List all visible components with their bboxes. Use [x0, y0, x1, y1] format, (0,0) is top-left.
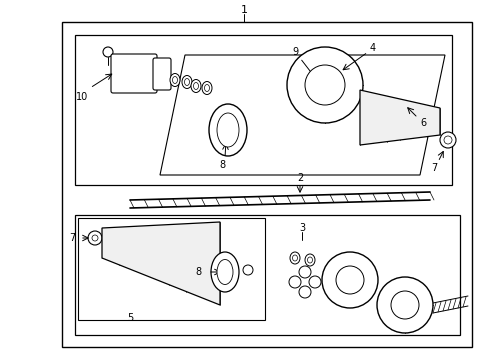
Circle shape — [308, 276, 320, 288]
Circle shape — [92, 235, 98, 241]
Circle shape — [103, 47, 113, 57]
Ellipse shape — [305, 254, 314, 266]
Text: 8: 8 — [195, 267, 201, 277]
Ellipse shape — [292, 255, 297, 261]
Circle shape — [286, 47, 362, 123]
FancyBboxPatch shape — [111, 54, 157, 93]
Ellipse shape — [182, 76, 192, 89]
Text: 6: 6 — [419, 118, 425, 128]
Ellipse shape — [307, 257, 312, 263]
Text: 1: 1 — [240, 5, 247, 15]
Polygon shape — [359, 90, 439, 145]
Circle shape — [288, 276, 301, 288]
Circle shape — [321, 252, 377, 308]
Ellipse shape — [170, 73, 180, 86]
Circle shape — [298, 286, 310, 298]
Text: 5: 5 — [126, 313, 133, 323]
Circle shape — [88, 231, 102, 245]
Circle shape — [243, 265, 252, 275]
Ellipse shape — [289, 252, 299, 264]
Circle shape — [305, 65, 345, 105]
Text: 10: 10 — [76, 92, 88, 102]
Text: 3: 3 — [298, 223, 305, 233]
Circle shape — [390, 291, 418, 319]
Text: 7: 7 — [69, 233, 75, 243]
Bar — [62, 22, 471, 347]
Ellipse shape — [210, 252, 239, 292]
Ellipse shape — [172, 77, 177, 84]
Circle shape — [298, 266, 310, 278]
Text: 4: 4 — [369, 43, 375, 53]
Circle shape — [443, 136, 451, 144]
Circle shape — [335, 266, 363, 294]
Polygon shape — [102, 222, 220, 305]
Ellipse shape — [184, 78, 189, 86]
Ellipse shape — [217, 260, 232, 284]
Text: 9: 9 — [291, 47, 298, 57]
Ellipse shape — [204, 85, 209, 91]
Text: 8: 8 — [219, 160, 224, 170]
Text: 2: 2 — [296, 173, 303, 183]
Ellipse shape — [202, 81, 212, 95]
Text: 7: 7 — [430, 163, 436, 173]
Ellipse shape — [191, 80, 201, 93]
FancyBboxPatch shape — [153, 58, 171, 90]
Ellipse shape — [217, 113, 239, 147]
Circle shape — [376, 277, 432, 333]
Ellipse shape — [208, 104, 246, 156]
Ellipse shape — [193, 82, 198, 90]
Circle shape — [439, 132, 455, 148]
